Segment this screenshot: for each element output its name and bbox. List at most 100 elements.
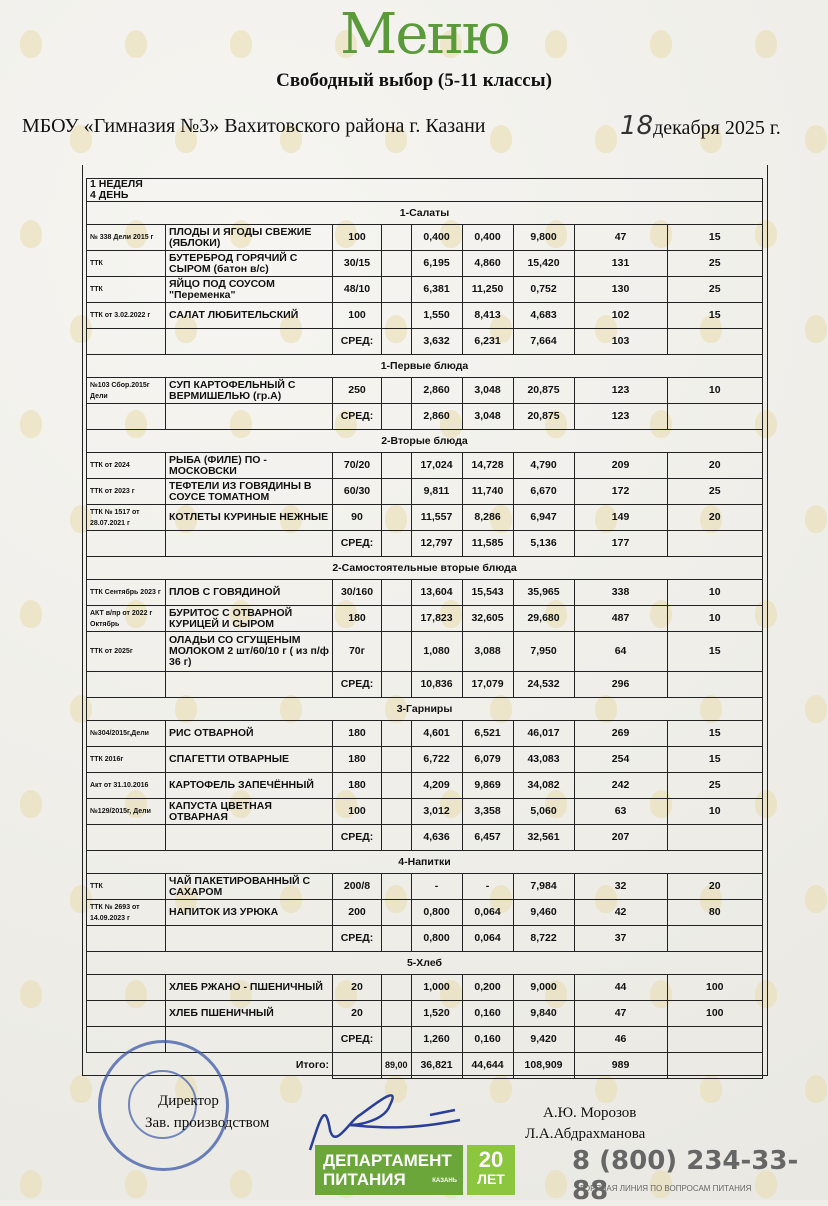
portion-cell: 70/20: [332, 452, 382, 479]
fat-cell: 6,079: [461, 746, 514, 773]
table-row: АКТ в/пр от 2022 г Октябрь БУРИТОС С ОТВА…: [86, 605, 764, 632]
table-row: №103 Сбор.2015г Дели СУП КАРТОФЕЛЬНЫЙ С В…: [86, 377, 764, 404]
tech-card-cell: №129/2015г, Дели: [86, 798, 166, 825]
empty-cell: [381, 224, 412, 251]
section-header-row: 2-Самостоятельные вторые блюда: [86, 556, 763, 580]
manager-name: Л.А.Абдрахманова: [525, 1126, 646, 1142]
watermark-mascot-icon: [20, 220, 42, 248]
empty-cell: [666, 403, 764, 430]
portion-cell: 200: [332, 899, 382, 926]
watermark-mascot-icon: [700, 1075, 722, 1103]
empty-cell: [165, 925, 333, 952]
fat-cell: 11,740: [461, 478, 514, 505]
protein-cell: 11,557: [410, 504, 463, 531]
anniversary-badge: 20 ЛЕТ: [467, 1145, 515, 1195]
empty-cell: [381, 403, 412, 430]
official-stamp: [98, 1040, 229, 1171]
portion-cell: 200/8: [332, 873, 382, 900]
tech-card-cell: ТТК от 2023 г: [86, 478, 166, 505]
fat-cell: 8,286: [461, 504, 514, 531]
dish-name-cell: ХЛЕБ ПШЕНИЧНЫЙ: [165, 1000, 333, 1027]
calories-cell: 32: [573, 873, 668, 900]
average-value: 11,585: [461, 530, 514, 557]
section-title: 1-Первые блюда: [86, 354, 763, 378]
carbs-cell: 6,670: [512, 478, 575, 505]
section-header-row: 2-Вторые блюда: [86, 429, 763, 453]
empty-cell: [666, 1052, 764, 1079]
empty-cell: [381, 798, 412, 825]
empty-cell: [381, 899, 412, 926]
average-value: 0,800: [410, 925, 463, 952]
total-label: Итого:: [295, 1059, 329, 1072]
empty-cell: [381, 452, 412, 479]
section-header-row: 3-Гарниры: [86, 697, 763, 721]
watermark-mascot-icon: [755, 1170, 777, 1198]
dish-name-cell: ТЕФТЕЛИ ИЗ ГОВЯДИНЫ В СОУСЕ ТОМАТНОМ: [165, 478, 333, 505]
table-row: ТТК Сентябрь 2023 г ПЛОВ С ГОВЯДИНОЙ 30/16…: [86, 579, 764, 606]
empty-cell: [381, 530, 412, 557]
average-value: 24,532: [512, 671, 575, 698]
carbs-cell: 29,680: [512, 605, 575, 632]
calories-cell: 42: [573, 899, 668, 926]
average-value: 9,420: [512, 1026, 575, 1053]
carbs-cell: 15,420: [512, 250, 575, 277]
dish-name-cell: ХЛЕБ РЖАНО - ПШЕНИЧНЫЙ: [165, 974, 333, 1001]
empty-cell: [381, 824, 412, 851]
empty-cell: [381, 250, 412, 277]
empty-cell: [165, 824, 333, 851]
average-value: 5,136: [512, 530, 575, 557]
table-row: №304/2015г,Дели РИС ОТВАРНОЙ 180 4,601 6,521…: [86, 720, 764, 747]
logo-years-label: ЛЕТ: [477, 1171, 505, 1187]
dish-name-cell: САЛАТ ЛЮБИТЕЛЬСКИЙ: [165, 302, 333, 329]
empty-cell: [86, 925, 166, 952]
protein-cell: 6,722: [410, 746, 463, 773]
dish-name-cell: ПЛОВ С ГОВЯДИНОЙ: [165, 579, 333, 606]
dish-name-cell: ПЛОДЫ И ЯГОДЫ СВЕЖИЕ (ЯБЛОКИ): [165, 224, 333, 251]
average-value: 0,064: [461, 925, 514, 952]
protein-cell: -: [410, 873, 463, 900]
tech-card-cell: ТТК № 2693 от 14.09.2023 г: [86, 899, 166, 926]
fat-cell: 14,728: [461, 452, 514, 479]
portion-cell: 30/15: [332, 250, 382, 277]
watermark-mascot-icon: [20, 980, 42, 1008]
fat-cell: 4,860: [461, 250, 514, 277]
section-title: 2-Вторые блюда: [86, 429, 763, 453]
empty-cell: [332, 1052, 382, 1079]
watermark-mascot-icon: [280, 125, 302, 153]
section-header-row: 4-Напитки: [86, 850, 763, 874]
watermark-mascot-icon: [700, 125, 722, 153]
protein-cell: 3,012: [410, 798, 463, 825]
fat-cell: 32,605: [461, 605, 514, 632]
table-row: ТТК БУТЕРБРОД ГОРЯЧИЙ С СЫРОМ (батон в/с)…: [86, 250, 764, 277]
average-label: СРЕД:: [332, 403, 382, 430]
tech-card-cell: ТТК № 1517 от 28.07.2021 г: [86, 504, 166, 531]
watermark-mascot-icon: [805, 1075, 827, 1103]
protein-cell: 6,381: [410, 276, 463, 303]
empty-cell: [381, 276, 412, 303]
empty-cell: [666, 671, 764, 698]
dish-name-cell: ЧАЙ ПАКЕТИРОВАННЫЙ С САХАРОМ: [165, 873, 333, 900]
calories-cell: 63: [573, 798, 668, 825]
average-value: 296: [573, 671, 668, 698]
manager-label: Зав. производством: [145, 1115, 270, 1131]
empty-cell: [666, 530, 764, 557]
tech-card-cell: ТТК: [86, 276, 166, 303]
watermark-mascot-icon: [490, 125, 512, 153]
empty-cell: [381, 720, 412, 747]
fat-cell: 9,869: [461, 772, 514, 799]
calories-cell: 44: [573, 974, 668, 1001]
tech-card-cell: [86, 1000, 166, 1027]
price-cell: 25: [666, 772, 764, 799]
price-cell: 20: [666, 452, 764, 479]
protein-cell: 2,860: [410, 377, 463, 404]
price-cell: 10: [666, 605, 764, 632]
average-value: 2,860: [410, 403, 463, 430]
tech-card-cell: ТТК: [86, 873, 166, 900]
portion-cell: 30/160: [332, 579, 382, 606]
average-label: СРЕД:: [332, 1026, 382, 1053]
price-cell: 15: [666, 224, 764, 251]
watermark-mascot-icon: [335, 30, 357, 58]
protein-cell: 9,811: [410, 478, 463, 505]
director-label: Директор: [158, 1093, 219, 1109]
